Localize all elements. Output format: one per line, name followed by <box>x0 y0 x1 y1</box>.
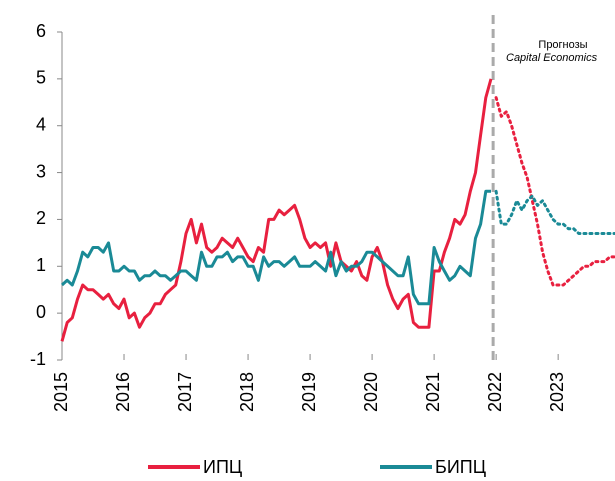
x-tick-label: 2017 <box>175 372 195 412</box>
y-tick-label: 2 <box>36 208 46 228</box>
forecast-line <box>494 189 615 235</box>
annotation: Прогнозы <box>538 39 587 51</box>
series-line <box>60 78 493 342</box>
legend-label: ИПЦ <box>203 457 242 477</box>
y-tick-label: -1 <box>30 349 46 369</box>
y-tick-label: 3 <box>36 161 46 181</box>
x-tick-label: 2016 <box>113 372 133 412</box>
x-tick-label: 2022 <box>485 372 505 412</box>
series-line <box>60 189 491 306</box>
x-tick-label: 2023 <box>547 372 567 412</box>
x-tick-label: 2018 <box>237 372 257 412</box>
annotation: Capital Economics <box>506 52 598 64</box>
x-tick-label: 2019 <box>299 372 319 412</box>
x-tick-label: 2021 <box>423 372 443 412</box>
x-tick-label: 2020 <box>361 372 381 412</box>
y-tick-label: 5 <box>36 68 46 88</box>
y-tick-label: 4 <box>36 114 46 134</box>
x-tick-label: 2015 <box>51 372 71 412</box>
y-tick-label: 1 <box>36 255 46 275</box>
legend-label: БИПЦ <box>435 457 486 477</box>
y-tick-label: 6 <box>36 21 46 41</box>
y-tick-label: 0 <box>36 302 46 322</box>
forecast-line <box>494 96 615 287</box>
